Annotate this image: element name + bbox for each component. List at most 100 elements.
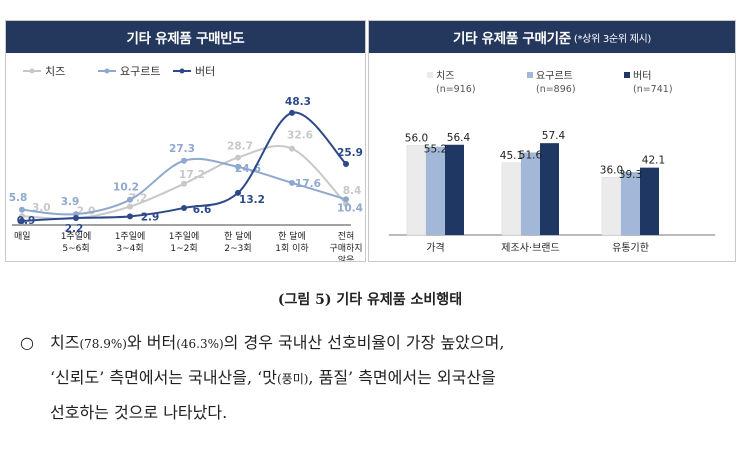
data-point — [181, 157, 187, 164]
data-point — [181, 204, 187, 211]
frequency-title-text: 기타 유제품 구매빈도 — [126, 31, 245, 47]
data-label: 6.6 — [193, 204, 212, 216]
category-label: 1주일에 — [61, 231, 92, 242]
bar — [640, 167, 659, 235]
frequency-chart-panel: 기타 유제품 구매빈도 치즈 요구르트 버터 3.0 2.0 7.2 17.2 28.7 32.… — [5, 20, 366, 262]
category-label: 제조사·브랜드 — [501, 242, 559, 254]
bar-group-2: 45.151.6 57.4 제조사·브랜드 — [500, 130, 566, 254]
legend-label: 버터 — [633, 70, 651, 82]
legend-marker — [29, 68, 35, 74]
legend-label: 치즈 — [45, 65, 65, 78]
category-label: 1~2회 — [170, 243, 197, 254]
body-text-1e: 의 경우 국내산 선호비율이 가장 높았으며, — [223, 333, 505, 352]
data-point — [289, 145, 295, 152]
bar — [406, 145, 427, 236]
bar — [621, 172, 640, 235]
body-text-2c: , 품질’ 측면에서는 외국산을 — [308, 368, 496, 387]
legend-swatch — [624, 72, 630, 78]
data-label: 32.6 — [287, 130, 313, 142]
body-line-2: ‘신뢰도’ 측면에서는 국내산을, ‘맛(풍미), 품질’ 측면에서는 외국산을 — [20, 361, 740, 396]
data-point — [181, 180, 187, 187]
category-label: 1주일에 — [169, 231, 200, 242]
data-label: 48.3 — [285, 96, 311, 108]
legend-n: (n=896) — [536, 84, 576, 95]
criteria-bar-chart: 치즈 (n=916) 요구르트 (n=896) 버터 (n=741) 56.055.256.… — [389, 70, 715, 254]
category-label: 전혀 — [338, 231, 355, 242]
series-3: 0.9 2.2 2.9 6.6 13.2 48.3 25.9 — [17, 96, 363, 235]
legend-swatch — [427, 72, 433, 78]
data-point — [289, 109, 295, 116]
legend-label: 버터 — [195, 65, 215, 78]
data-point — [127, 213, 133, 220]
legend-item-1: 치즈 — [23, 65, 65, 78]
bar-value-label: 56.0 — [405, 132, 428, 144]
body-text-1b: (78.9%) — [79, 337, 127, 351]
category-label: 한 달에 — [224, 230, 252, 242]
bar-value-label: 42.1 — [642, 155, 665, 167]
category-label: 가격 — [426, 241, 444, 254]
data-label: 28.7 — [227, 141, 253, 153]
bar-value-label: 51.6 — [519, 149, 543, 161]
category-label: 2~3회 — [224, 243, 251, 254]
data-label: 2.9 — [141, 211, 160, 223]
data-label: 17.6 — [295, 178, 321, 190]
data-point — [19, 217, 25, 224]
data-label: 3.9 — [61, 196, 80, 208]
bar-legend-item-3: 버터 (n=741) — [624, 70, 673, 95]
bar-value-label: 55.2 — [424, 144, 447, 156]
body-line-3: 선호하는 것으로 나타났다. — [20, 396, 740, 430]
body-text-1a: 치즈 — [50, 333, 80, 352]
frequency-line-chart: 치즈 요구르트 버터3.0 2.07.217.228.732.68.45.8 3.910… — [9, 65, 363, 261]
criteria-chart-title: 기타 유제품 구매기준 (*상위 3순위 제시) — [369, 21, 735, 53]
bar — [501, 162, 522, 236]
data-point — [343, 160, 349, 167]
legend-item-2: 요구르트 — [98, 65, 160, 78]
body-line-1: ○ 치즈(78.9%)와 버터(46.3%)의 경우 국내산 선호비율이 가장 높… — [20, 326, 740, 361]
legend-n: (n=916) — [436, 84, 476, 95]
body-text-2b: (풍미) — [276, 372, 309, 386]
data-point — [235, 154, 241, 161]
category-label: 1회 이하 — [275, 243, 309, 254]
bar — [445, 144, 464, 235]
data-point — [127, 203, 133, 210]
category-label: 않음 — [338, 255, 355, 261]
bar — [601, 177, 622, 236]
category-label: 1주일에 — [115, 231, 146, 242]
data-point — [19, 213, 25, 220]
category-label: 5~6회 — [62, 243, 89, 254]
data-label: 24.6 — [235, 163, 261, 175]
category-label: 한 달에 — [278, 230, 306, 242]
legend-swatch — [527, 72, 533, 78]
data-point — [343, 196, 349, 203]
data-label: 17.2 — [179, 169, 205, 181]
category-label: 매일 — [14, 231, 31, 242]
data-label: 7.2 — [129, 193, 148, 205]
bar-value-label: 57.4 — [542, 130, 566, 142]
legend-n: (n=741) — [633, 84, 673, 95]
data-point — [73, 214, 79, 221]
data-label: 10.2 — [113, 182, 139, 194]
body-text-3: 선호하는 것으로 나타났다. — [50, 403, 228, 422]
body-text-1d: (46.3%) — [176, 337, 224, 351]
bar-value-label: 36.0 — [600, 164, 623, 176]
data-label: 5.8 — [9, 192, 28, 204]
bar-value-label: 56.4 — [447, 132, 471, 144]
bullet-mark: ○ — [20, 333, 34, 352]
bar-value-label: 45.1 — [500, 150, 523, 162]
body-paragraph: ○ 치즈(78.9%)와 버터(46.3%)의 경우 국내산 선호비율이 가장 높… — [20, 326, 740, 430]
legend-marker — [104, 68, 110, 74]
legend-label: 요구르트 — [120, 65, 160, 78]
criteria-chart-panel: 기타 유제품 구매기준 (*상위 3순위 제시) 치즈 (n=916) 요구르트 (n… — [368, 20, 736, 262]
category-label: 구매하지 — [329, 243, 362, 254]
bar-group-1: 56.055.256.4 가격 — [405, 132, 471, 254]
bar — [540, 143, 559, 235]
body-text-2a: ‘신뢰도’ 측면에서는 국내산을, ‘맛 — [50, 368, 277, 387]
legend-label: 요구르트 — [536, 71, 573, 82]
criteria-subtitle-text: (*상위 3순위 제시) — [573, 33, 651, 45]
data-point — [235, 163, 241, 170]
bar — [426, 146, 445, 235]
category-label: 3~4회 — [116, 243, 143, 254]
body-text-1c: 와 버터 — [126, 333, 177, 352]
data-label: 10.4 — [337, 202, 363, 214]
data-label: 25.9 — [337, 147, 363, 159]
